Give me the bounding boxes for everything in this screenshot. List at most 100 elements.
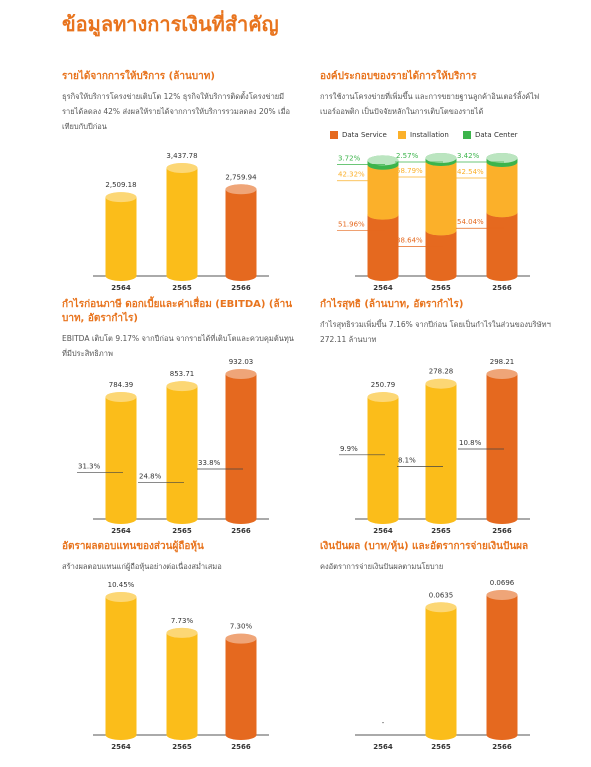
bar-top	[425, 602, 457, 613]
bar-segment-top-shade	[367, 155, 399, 166]
x-tick-label: 2564	[111, 527, 131, 535]
bar-top	[225, 184, 257, 195]
x-tick-label: 2565	[172, 284, 192, 292]
x-tick-label: 2565	[431, 284, 451, 292]
bar	[486, 595, 518, 735]
value-label: 853.71	[170, 370, 195, 378]
value-label: 2,759.94	[225, 173, 257, 181]
chart-panel: องค์ประกอบของรายได้การให้บริการการใช้งาน…	[320, 70, 552, 119]
x-tick-label: 2566	[492, 284, 512, 292]
bar-segment	[486, 212, 518, 276]
chart-title: กำไรสุทธิ (ล้านบาท, อัตรากำไร)	[320, 299, 464, 310]
segment-label: 2.57%	[396, 152, 419, 160]
segment-label: 3.42%	[457, 152, 480, 160]
legend-label: Data Center	[475, 131, 518, 139]
bar-top	[225, 369, 257, 379]
chart-panel: รายได้จากการให้บริการ (ล้านบาท) ธุรกิจให้…	[62, 70, 294, 134]
value-label: 7.73%	[171, 617, 194, 625]
segment-label: 54.04%	[457, 218, 484, 226]
value-label: 250.79	[371, 381, 396, 389]
value-label: 278.28	[429, 368, 454, 376]
bar	[425, 607, 457, 735]
x-tick-label: 2564	[373, 743, 393, 751]
bar-top-shade	[105, 391, 137, 402]
legend-swatch	[330, 131, 338, 139]
bar-segment	[425, 230, 457, 276]
bar-top-shade	[166, 163, 198, 173]
x-tick-label: 2564	[111, 284, 131, 292]
legend-swatch	[463, 131, 471, 139]
x-tick-label: 2564	[111, 743, 131, 751]
chart-description: EBITDA เติบโต 9.17% จากปีก่อน จากรายได้ท…	[62, 334, 294, 358]
x-tick-label: 2565	[172, 527, 192, 535]
x-tick-label: 2566	[231, 284, 251, 292]
x-tick-label: 2564	[373, 527, 393, 535]
bar-top-shade	[425, 602, 457, 613]
bar-segment	[425, 161, 457, 231]
value-label: 10.45%	[108, 581, 135, 589]
bar-top-shade	[425, 378, 457, 389]
bar	[105, 197, 137, 276]
bar-top	[105, 592, 137, 602]
bar-top-shade	[486, 590, 518, 600]
margin-label: 24.8%	[139, 472, 162, 480]
segment-label: 51.96%	[338, 221, 365, 229]
bar-segment	[486, 162, 518, 213]
bar-top	[486, 369, 518, 379]
x-tick-label: 2566	[231, 743, 251, 751]
value-label: 2,509.18	[105, 181, 136, 189]
legend-swatch	[398, 131, 406, 139]
value-label: 0.0635	[429, 591, 454, 599]
bar-top-shade	[105, 192, 137, 203]
bar	[166, 632, 198, 735]
x-tick-label: 2566	[231, 527, 251, 535]
chart-description: สร้างผลตอบแทนแก่ผู้ถือหุ้นอย่างต่อเนื่อง…	[62, 562, 222, 571]
x-tick-label: 2566	[492, 743, 512, 751]
x-tick-label: 2565	[431, 743, 451, 751]
value-label: 7.30%	[230, 623, 253, 631]
chart-title: เงินปันผล (บาท/หุ้น) และอัตราการจ่ายเงิน…	[320, 541, 529, 552]
bar-segment-top-shade	[486, 153, 518, 163]
chart-description: คงอัตราการจ่ายเงินปันผลตามนโยบาย	[320, 562, 444, 571]
bar-top-shade	[486, 369, 518, 379]
value-label: 298.21	[490, 358, 515, 366]
bar	[225, 638, 257, 735]
value-label: 0.0696	[490, 579, 515, 587]
bar	[225, 189, 257, 276]
chart-panel: กำไรก่อนภาษี ดอกเบี้ยและค่าเสื่อม (EBITD…	[62, 298, 294, 361]
value-label: 784.39	[109, 381, 134, 389]
legend-label: Data Service	[342, 131, 387, 139]
bar-top-shade	[367, 392, 399, 403]
bar	[225, 374, 257, 519]
chart-title: กำไรก่อนภาษี ดอกเบี้ยและค่าเสื่อม (EBITD…	[62, 299, 293, 324]
bar-segment-top-shade	[425, 153, 457, 163]
bar-top-shade	[225, 184, 257, 195]
bar-top	[105, 192, 137, 203]
segment-label: 3.72%	[338, 154, 361, 162]
x-tick-label: 2564	[373, 284, 393, 292]
bar-top-shade	[105, 592, 137, 602]
chart-description: ธุรกิจให้บริการโครงข่ายเติบโต 12% ธุรกิจ…	[62, 92, 291, 131]
value-label: 932.03	[229, 358, 254, 366]
bar-top	[486, 590, 518, 600]
x-tick-label: 2565	[172, 743, 192, 751]
chart-title: อัตราผลตอบแทนของส่วนผู้ถือหุ้น	[62, 541, 204, 552]
bar	[166, 168, 198, 276]
segment-label: 42.54%	[457, 168, 484, 176]
bar	[105, 396, 137, 519]
x-tick-label: 2565	[431, 527, 451, 535]
margin-label: 31.3%	[78, 463, 101, 471]
chart-panel: กำไรสุทธิ (ล้านบาท, อัตรากำไร) กำไรสุทธิร…	[320, 298, 552, 347]
page-title: ข้อมูลทางการเงินที่สำคัญ	[62, 12, 279, 36]
bar-top	[166, 627, 198, 638]
value-label: -	[382, 719, 385, 727]
value-label: 3,437.78	[166, 152, 197, 160]
margin-label: 8.1%	[398, 457, 416, 465]
chart-description: การใช้งานโครงข่ายที่เพิ่มขึ้น และการขยาย…	[320, 92, 540, 116]
bar	[166, 386, 198, 519]
bar	[486, 374, 518, 519]
chart-title: องค์ประกอบของรายได้การให้บริการ	[320, 71, 477, 82]
bar-top-shade	[225, 369, 257, 379]
